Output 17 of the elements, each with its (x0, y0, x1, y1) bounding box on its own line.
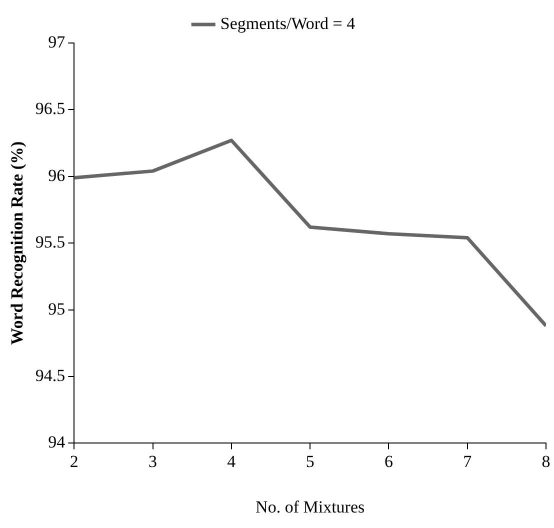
legend-label: Segments/Word = 4 (220, 14, 356, 33)
y-tick-label: 95.5 (35, 232, 66, 252)
y-axis-title: Word Recognition Rate (%) (8, 141, 27, 345)
y-tick-label: 94 (48, 432, 66, 452)
x-tick-label: 7 (463, 452, 472, 471)
x-axis-title: No. of Mixtures (256, 497, 365, 516)
x-tick-label: 3 (148, 452, 158, 471)
y-tick-label: 96.5 (35, 99, 66, 118)
x-tick-label: 4 (227, 452, 236, 471)
x-tick-label: 5 (306, 452, 314, 471)
y-tick-label: 95 (48, 299, 66, 318)
y-tick-label: 96 (48, 166, 66, 185)
y-tick-label: 94.5 (35, 366, 66, 385)
x-tick-label: 2 (70, 452, 78, 471)
y-tick-label: 97 (48, 32, 66, 52)
x-tick-label: 8 (542, 452, 550, 471)
x-tick-label: 6 (384, 452, 393, 471)
